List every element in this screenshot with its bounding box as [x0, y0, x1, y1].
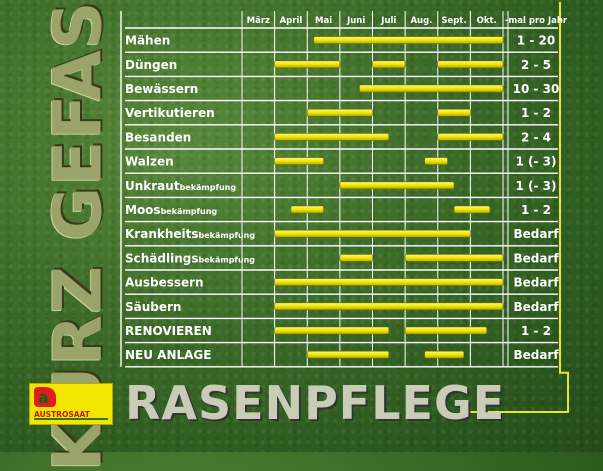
activity-bar — [404, 254, 504, 262]
frequency-header: -mal pro Jahr — [505, 16, 568, 26]
activity-bar — [372, 60, 406, 69]
frequency-value: Bedarf — [513, 300, 559, 314]
frequency-value: Bedarf — [513, 227, 559, 241]
logo-mark: a — [34, 387, 56, 407]
row-label: Besanden — [125, 130, 191, 144]
activity-bar — [404, 326, 487, 335]
activity-bar — [424, 157, 448, 165]
accent-frame-line — [470, 2, 569, 413]
grid-layer — [120, 2, 569, 413]
frequency-value: 10 - 30 — [513, 82, 560, 96]
row-label: Moosbekämpfung — [125, 203, 217, 217]
row-label: NEU ANLAGE — [125, 348, 211, 362]
row-label: Säubern — [125, 300, 181, 314]
row-label-suffix: bekämpfung — [161, 207, 218, 216]
activity-bar — [290, 205, 324, 214]
bottom-title: RASENPFLEGE — [125, 376, 506, 430]
row-label: Mähen — [125, 34, 170, 48]
month-label: Aug. — [410, 16, 432, 26]
month-label: Juli — [380, 16, 396, 26]
activity-bar — [437, 108, 471, 117]
row-label: Bewässern — [125, 82, 198, 96]
frequency-value: 1 (- 3) — [515, 179, 556, 193]
month-label: März — [247, 16, 270, 26]
row-label: Vertikutieren — [125, 106, 215, 120]
month-label: Okt. — [477, 16, 497, 26]
activity-bar — [424, 350, 465, 359]
logo-name: AUSTROSAAT — [34, 410, 90, 419]
activity-bar — [313, 36, 504, 44]
month-label: Juni — [346, 16, 365, 26]
frequency-value: Bedarf — [513, 348, 559, 362]
care-calendar-chart: März April Mai Juni Juli Aug. Sept. Okt. -mal pr… — [120, 2, 569, 413]
frequency-value: 2 - 5 — [521, 58, 551, 72]
activity-bar — [306, 350, 390, 359]
activity-bar — [306, 108, 373, 117]
activity-bar — [437, 133, 504, 141]
frequency-value: 1 - 20 — [517, 34, 555, 48]
logo-stripe — [34, 418, 108, 420]
frequency-value: 1 - 2 — [521, 203, 551, 217]
frequency-value: 1 (- 3) — [515, 155, 556, 169]
frequency-value: 2 - 4 — [521, 130, 551, 144]
frequency-value: 1 - 2 — [521, 106, 551, 120]
month-label: April — [280, 16, 303, 26]
text-layer: März April Mai Juni Juli Aug. Sept. Okt. -mal pr… — [125, 16, 568, 362]
row-label: Düngen — [125, 58, 177, 72]
activity-bar — [274, 278, 504, 286]
frequency-value: 1 - 2 — [521, 324, 551, 338]
activity-bar — [453, 205, 491, 214]
row-label: RENOVIEREN — [125, 324, 212, 338]
activity-bar — [274, 133, 390, 141]
row-label: Ausbessern — [125, 276, 204, 290]
frequency-value: Bedarf — [513, 276, 559, 290]
month-label: Mai — [315, 16, 332, 26]
row-label: Schädlingsbekämpfung — [125, 251, 255, 265]
activity-bar — [274, 302, 504, 311]
activity-bar — [359, 84, 504, 93]
austrosaat-logo: a AUSTROSAAT — [29, 383, 113, 425]
activity-bar — [274, 326, 390, 335]
month-label: Sept. — [441, 16, 466, 26]
row-label: Krankheitsbekämpfung — [125, 227, 255, 241]
activity-bar — [339, 181, 455, 190]
bar-layer — [274, 36, 504, 359]
activity-bar — [274, 157, 324, 165]
activity-bar — [339, 254, 373, 262]
row-label: Unkrautbekämpfung — [125, 179, 236, 193]
activity-bar — [437, 60, 504, 69]
activity-bar — [274, 229, 471, 238]
row-label: Walzen — [125, 155, 174, 169]
activity-bar — [274, 60, 341, 69]
frequency-value: Bedarf — [513, 251, 559, 265]
row-label-suffix: bekämpfung — [199, 231, 256, 240]
row-label-suffix: bekämpfung — [180, 183, 237, 192]
row-label-suffix: bekämpfung — [199, 255, 256, 264]
